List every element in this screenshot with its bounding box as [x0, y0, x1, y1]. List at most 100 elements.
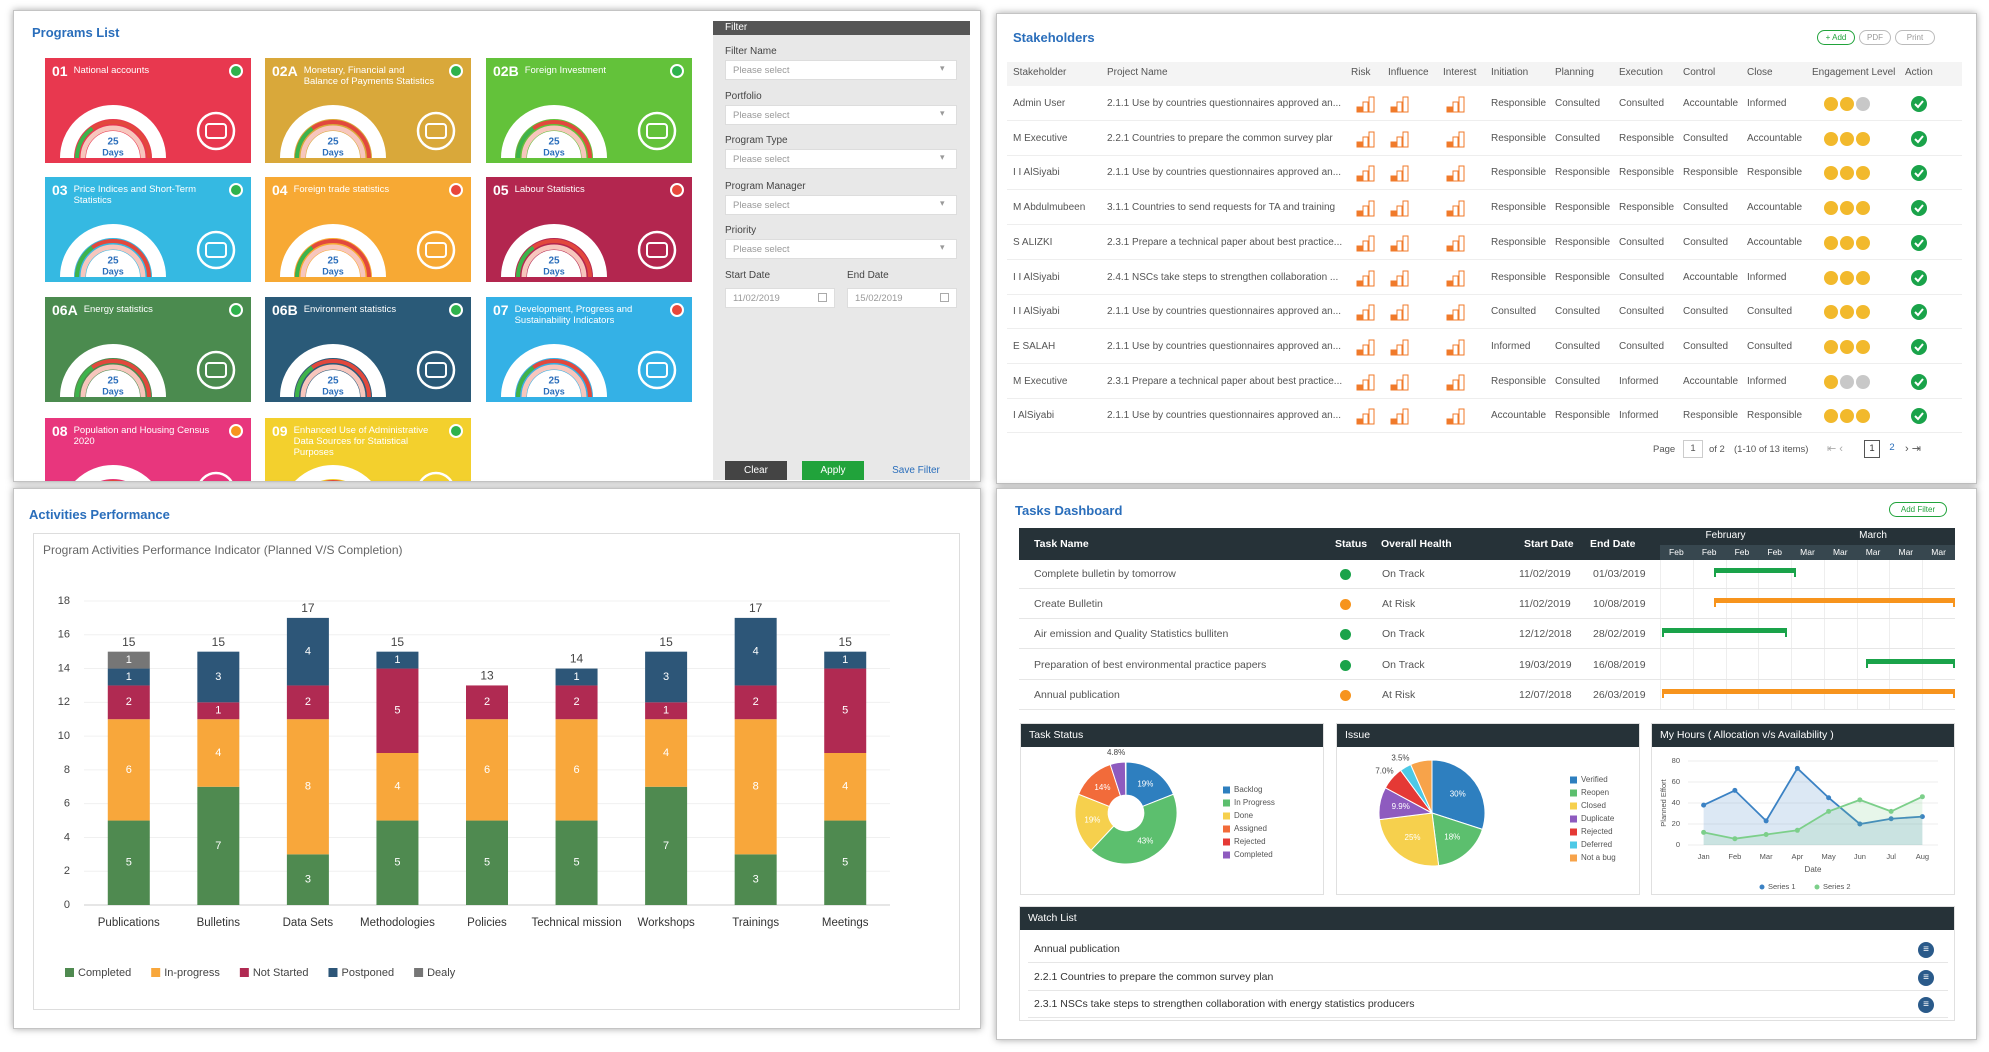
- action-button[interactable]: [1910, 407, 1928, 425]
- program-card[interactable]: 03 Price Indices and Short-Term Statistic…: [45, 177, 251, 282]
- action-button[interactable]: [1910, 269, 1928, 287]
- pie-label: 7.0%: [1375, 767, 1393, 776]
- task-name[interactable]: Create Bulletin: [1034, 598, 1103, 611]
- action-button[interactable]: [1910, 373, 1928, 391]
- status-indicator: [449, 64, 463, 78]
- action-circle: [1911, 304, 1927, 321]
- action-button[interactable]: [1910, 95, 1928, 113]
- level-bar: [1356, 245, 1363, 252]
- gauge-band: [60, 344, 166, 398]
- legend-marker: [1814, 884, 1820, 890]
- action-button[interactable]: [1910, 199, 1928, 217]
- program-header: 07 Development, Progress and Sustainabili…: [493, 302, 661, 332]
- action-button[interactable]: [1910, 338, 1928, 356]
- action-button[interactable]: [1910, 234, 1928, 252]
- program-name: Energy statistics: [83, 304, 153, 315]
- add-filter-button[interactable]: Add Filter: [1889, 502, 1947, 517]
- program-card[interactable]: 04 Foreign trade statistics 25 Days: [265, 177, 471, 282]
- program-card[interactable]: 02A Monetary, Financial and Balance of Pa…: [265, 58, 471, 163]
- end-date: 26/03/2019: [1593, 688, 1646, 701]
- page-nav[interactable]: › ⇥: [1905, 443, 1921, 455]
- program-card[interactable]: 09 Enhanced Use of Administrative Data So…: [265, 418, 471, 481]
- task-name[interactable]: Annual publication: [1034, 688, 1120, 701]
- page-nav[interactable]: ⇤ ‹: [1827, 443, 1843, 455]
- page-button[interactable]: 1: [1864, 440, 1880, 458]
- watch-item[interactable]: 2.2.1 Countries to prepare the common su…: [1034, 970, 1274, 983]
- task-name[interactable]: Complete bulletin by tomorrow: [1034, 568, 1176, 580]
- watch-item[interactable]: Annual publication: [1034, 943, 1120, 955]
- program-card[interactable]: 01 National accounts 25 Days: [45, 58, 251, 163]
- gauge-unit: Days: [543, 266, 565, 276]
- program-card[interactable]: 02B Foreign Investment 25 Days: [486, 58, 692, 163]
- toolbar-button[interactable]: + Add: [1817, 30, 1855, 45]
- column-header: Action: [1905, 67, 1933, 78]
- engagement-dot: [1824, 409, 1838, 424]
- watch-item-menu[interactable]: ≡: [1918, 969, 1934, 986]
- icon-shape: [196, 111, 236, 151]
- gauge-band: [280, 105, 386, 159]
- program-name: Population and Housing Census 2020: [73, 425, 210, 447]
- level-bar: [1458, 165, 1465, 182]
- action-circle: [1911, 130, 1927, 147]
- program-code: 06A: [52, 302, 78, 318]
- status-dot: [1340, 629, 1351, 641]
- program-card[interactable]: 05 Labour Statistics 25 Days: [486, 177, 692, 282]
- select[interactable]: Please select ▾: [725, 60, 957, 80]
- icon-shape: [205, 242, 227, 258]
- button[interactable]: Save Filter: [892, 465, 940, 476]
- pie-slice: [1109, 761, 1127, 797]
- button[interactable]: Apply: [802, 461, 864, 480]
- level-icon: [1356, 200, 1375, 217]
- y-tick-label: 0: [1676, 840, 1680, 849]
- level-bar: [1356, 175, 1363, 182]
- watch-item-menu[interactable]: ≡: [1918, 942, 1934, 958]
- action-button[interactable]: [1910, 164, 1928, 182]
- program-card[interactable]: 06B Environment statistics 25 Days: [265, 297, 471, 402]
- series-area: [1703, 768, 1923, 845]
- gauge-unit: Days: [543, 147, 565, 157]
- gauge-band: [521, 364, 587, 398]
- legend-swatch: [65, 968, 74, 977]
- chart-panel: My Hours ( Allocation v/s Availability )…: [1651, 723, 1955, 895]
- button[interactable]: Clear: [725, 461, 787, 480]
- date-input[interactable]: 11/02/2019: [725, 288, 835, 308]
- action-button[interactable]: [1910, 130, 1928, 148]
- toolbar-button[interactable]: PDF: [1859, 30, 1891, 45]
- stakeholder-name: I I AlSiyabi: [1013, 271, 1060, 283]
- engagement-dot: [1840, 374, 1854, 389]
- select[interactable]: Please select ▾: [725, 105, 957, 125]
- toolbar-button[interactable]: Print: [1895, 30, 1935, 45]
- column-header: Overall Health: [1381, 538, 1452, 550]
- program-card[interactable]: 07 Development, Progress and Sustainabili…: [486, 297, 692, 402]
- health: At Risk: [1382, 688, 1416, 701]
- page-input[interactable]: 1: [1683, 440, 1703, 458]
- select[interactable]: Please select ▾: [725, 195, 957, 215]
- task-name[interactable]: Air emission and Quality Statistics bull…: [1034, 628, 1229, 641]
- project-name: 2.1.1 Use by countries questionnaires ap…: [1107, 98, 1342, 109]
- pie-label: 9.9%: [1392, 802, 1410, 811]
- level-bar: [1390, 280, 1397, 286]
- y-tick-label: 6: [64, 798, 70, 810]
- watch-item-menu[interactable]: ≡: [1918, 997, 1934, 1013]
- bar-value-label: 1: [663, 705, 669, 717]
- action-circle: [1911, 165, 1927, 182]
- action-button[interactable]: [1910, 303, 1928, 321]
- task-name[interactable]: Preparation of best environmental practi…: [1034, 658, 1267, 671]
- level-bar: [1402, 165, 1409, 182]
- level-bar: [1368, 131, 1375, 148]
- watch-item[interactable]: 2.3.1 NSCs take steps to strengthen coll…: [1034, 998, 1415, 1010]
- date-input[interactable]: 15/02/2019: [847, 288, 957, 308]
- select[interactable]: Please select ▾: [725, 239, 957, 259]
- tasks-panel: Tasks Dashboard Add Filter Task Name Statu…: [996, 488, 1977, 1040]
- bar-segment: [645, 651, 688, 703]
- select[interactable]: Please select ▾: [725, 149, 957, 169]
- level-bar: [1452, 379, 1459, 391]
- gantt-week: Mar: [1832, 547, 1848, 557]
- pie-slice: [1125, 761, 1175, 808]
- series-point: [1857, 821, 1863, 827]
- program-card[interactable]: 06A Energy statistics 25 Days: [45, 297, 251, 402]
- program-icon: [196, 230, 236, 270]
- page-button[interactable]: 2: [1889, 442, 1895, 453]
- level-bar: [1396, 275, 1403, 286]
- program-card[interactable]: 08 Population and Housing Census 2020 25Da…: [45, 418, 251, 481]
